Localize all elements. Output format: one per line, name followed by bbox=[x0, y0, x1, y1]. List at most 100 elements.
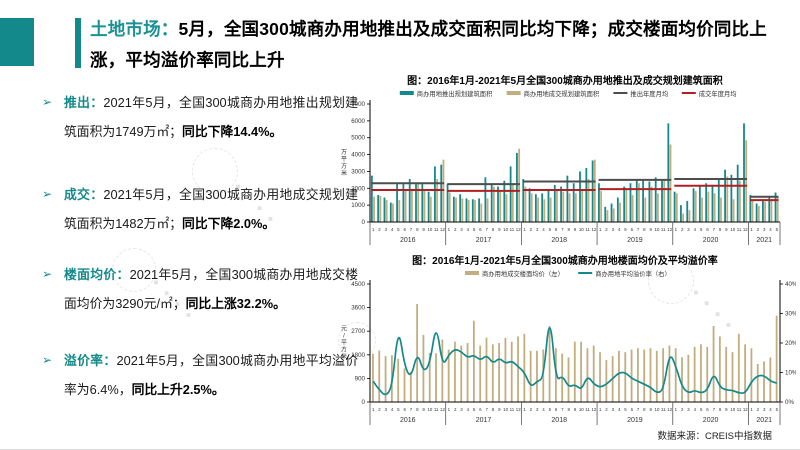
bar[interactable] bbox=[436, 179, 439, 222]
bar[interactable] bbox=[642, 180, 644, 222]
bar[interactable] bbox=[530, 193, 533, 222]
bar[interactable] bbox=[673, 191, 676, 222]
bar[interactable] bbox=[554, 348, 557, 402]
bar[interactable] bbox=[537, 197, 539, 222]
bar[interactable] bbox=[725, 346, 728, 402]
bar[interactable] bbox=[446, 184, 449, 222]
bar[interactable] bbox=[466, 343, 469, 402]
bar[interactable] bbox=[398, 200, 401, 222]
bar[interactable] bbox=[493, 186, 495, 222]
bar[interactable] bbox=[764, 201, 767, 222]
bar[interactable] bbox=[635, 180, 638, 222]
bar[interactable] bbox=[756, 363, 759, 402]
bar[interactable] bbox=[713, 193, 716, 222]
legend-item-label[interactable]: 推出年度月均 bbox=[630, 89, 668, 98]
bar[interactable] bbox=[705, 183, 708, 222]
bar[interactable] bbox=[503, 180, 506, 222]
bar[interactable] bbox=[516, 152, 518, 222]
bar[interactable] bbox=[732, 199, 735, 222]
bar[interactable] bbox=[548, 325, 551, 402]
bar[interactable] bbox=[471, 199, 474, 222]
bar[interactable] bbox=[694, 190, 697, 222]
bar[interactable] bbox=[743, 123, 745, 222]
bar[interactable] bbox=[618, 350, 620, 402]
bar[interactable] bbox=[373, 196, 375, 222]
bar[interactable] bbox=[465, 198, 468, 222]
bar[interactable] bbox=[616, 197, 619, 222]
bar[interactable] bbox=[486, 198, 489, 222]
bar[interactable] bbox=[553, 184, 556, 222]
bar[interactable] bbox=[631, 195, 634, 222]
bar[interactable] bbox=[724, 169, 726, 222]
bar[interactable] bbox=[686, 200, 689, 222]
bar[interactable] bbox=[518, 148, 521, 222]
bar[interactable] bbox=[776, 197, 779, 222]
bar[interactable] bbox=[657, 193, 659, 222]
bar[interactable] bbox=[688, 210, 691, 222]
legend-item-label[interactable]: 成交年度月均 bbox=[699, 89, 737, 98]
bar[interactable] bbox=[737, 333, 740, 402]
bar[interactable] bbox=[392, 203, 394, 222]
bar[interactable] bbox=[669, 144, 672, 222]
bar[interactable] bbox=[417, 183, 420, 222]
bar[interactable] bbox=[389, 202, 392, 222]
bar[interactable] bbox=[459, 194, 462, 222]
bar[interactable] bbox=[377, 195, 380, 222]
bar[interactable] bbox=[744, 344, 747, 402]
bar[interactable] bbox=[421, 184, 424, 222]
bar[interactable] bbox=[751, 199, 754, 222]
bar[interactable] bbox=[718, 336, 721, 402]
bar[interactable] bbox=[573, 341, 576, 402]
bar[interactable] bbox=[585, 168, 588, 222]
bar[interactable] bbox=[560, 186, 562, 222]
bar[interactable] bbox=[505, 194, 508, 222]
bar[interactable] bbox=[680, 205, 682, 222]
bar[interactable] bbox=[750, 348, 753, 402]
bar[interactable] bbox=[612, 208, 615, 222]
bar[interactable] bbox=[378, 350, 381, 402]
bar[interactable] bbox=[510, 341, 513, 402]
bar[interactable] bbox=[700, 344, 702, 402]
bar[interactable] bbox=[650, 186, 653, 222]
bar[interactable] bbox=[474, 200, 476, 222]
bar[interactable] bbox=[472, 320, 475, 402]
bar[interactable] bbox=[581, 189, 584, 222]
bar[interactable] bbox=[663, 180, 666, 222]
bar[interactable] bbox=[523, 333, 526, 402]
bar[interactable] bbox=[701, 197, 703, 222]
bar[interactable] bbox=[411, 190, 413, 222]
bar[interactable] bbox=[497, 186, 499, 222]
bar[interactable] bbox=[739, 180, 741, 222]
bar[interactable] bbox=[681, 357, 683, 402]
bar[interactable] bbox=[484, 177, 487, 222]
bar[interactable] bbox=[755, 203, 758, 222]
bar[interactable] bbox=[768, 196, 771, 222]
bar[interactable] bbox=[478, 198, 480, 222]
bar[interactable] bbox=[600, 190, 603, 222]
bar[interactable] bbox=[745, 140, 748, 222]
bar[interactable] bbox=[447, 349, 450, 402]
bar[interactable] bbox=[541, 193, 544, 222]
bar[interactable] bbox=[643, 349, 646, 402]
bar[interactable] bbox=[485, 337, 488, 402]
bar[interactable] bbox=[580, 341, 583, 402]
bar[interactable] bbox=[455, 197, 457, 222]
bar[interactable] bbox=[698, 184, 701, 222]
bar[interactable] bbox=[636, 348, 639, 402]
bar[interactable] bbox=[441, 339, 444, 402]
bar[interactable] bbox=[511, 184, 514, 222]
bar[interactable] bbox=[599, 352, 601, 402]
bar[interactable] bbox=[706, 346, 709, 402]
bar[interactable] bbox=[509, 166, 512, 222]
bar[interactable] bbox=[675, 193, 678, 222]
bar[interactable] bbox=[467, 200, 470, 222]
bar[interactable] bbox=[491, 344, 494, 402]
bar[interactable] bbox=[762, 199, 764, 222]
bar[interactable] bbox=[480, 203, 483, 222]
bar[interactable] bbox=[655, 350, 658, 402]
bar[interactable] bbox=[454, 341, 456, 402]
bar[interactable] bbox=[623, 186, 626, 222]
bar[interactable] bbox=[534, 194, 537, 222]
bar[interactable] bbox=[384, 356, 387, 402]
bar[interactable] bbox=[692, 188, 695, 222]
